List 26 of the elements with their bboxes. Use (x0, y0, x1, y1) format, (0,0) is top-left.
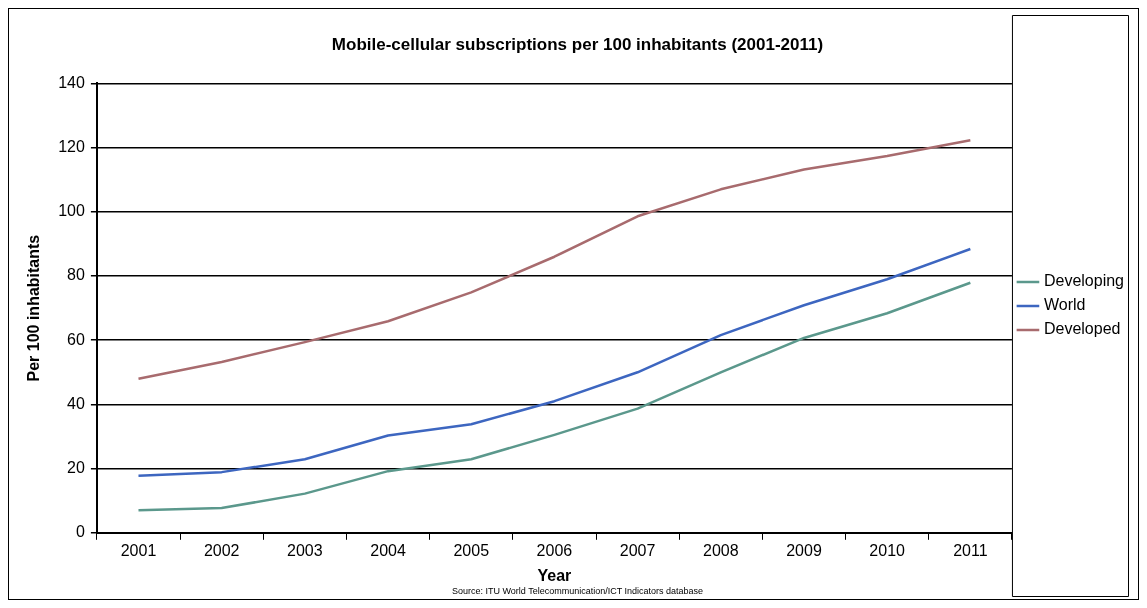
y-tick-label: 120 (58, 138, 85, 156)
y-tick-label: 80 (67, 266, 85, 284)
x-tick-label: 2007 (619, 541, 656, 559)
y-axis-title: Per 100 inhabitants (25, 234, 43, 382)
chart-title: Mobile-cellular subscriptions per 100 inhabitants (2001-2011) (331, 34, 824, 54)
x-tick-label: 2001 (120, 541, 157, 559)
x-tick-label: 2008 (703, 541, 739, 559)
source-note: Source: ITU World Telecommunication/ICT Indicators database (451, 586, 704, 597)
y-tick-label: 100 (58, 202, 85, 220)
x-tick-label: 2011 (953, 541, 988, 559)
y-tick-label: 60 (67, 330, 85, 348)
y-tick-label: 20 (67, 459, 85, 477)
x-tick-label: 2006 (536, 541, 573, 559)
x-tick-label: 2003 (287, 541, 323, 559)
y-tick-label: 140 (58, 73, 85, 91)
x-tick-label: 2005 (453, 541, 490, 559)
x-tick-label: 2009 (786, 541, 822, 559)
y-tick-label: 40 (67, 394, 85, 412)
x-tick-label: 2002 (203, 541, 240, 559)
x-tick-label: 2004 (370, 541, 406, 559)
legend-label: World (1043, 296, 1086, 314)
x-tick-label: 2010 (869, 541, 906, 559)
legend-label: Developed (1043, 320, 1121, 338)
y-tick-label: 0 (75, 523, 85, 541)
x-axis-title: Year (537, 567, 572, 585)
legend-label: Developing (1043, 272, 1125, 290)
